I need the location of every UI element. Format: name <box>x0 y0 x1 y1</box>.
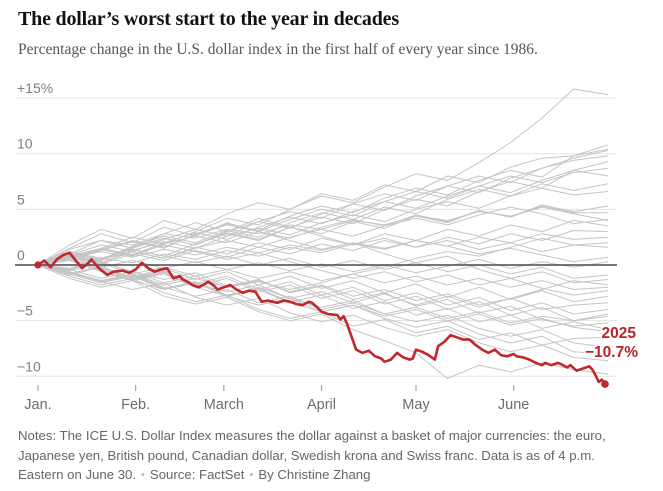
year-line-2005 <box>37 144 609 266</box>
x-axis-label: March <box>204 397 244 413</box>
source-credit: Source: FactSet <box>149 467 245 482</box>
year-line-2001 <box>37 167 609 266</box>
x-axis-label: Jan. <box>24 397 51 413</box>
year-line-1996 <box>37 230 609 266</box>
annotation-2025-year: 2025 <box>602 325 637 342</box>
year-line-2022 <box>37 88 609 266</box>
year-line-2020 <box>37 217 609 266</box>
chart-subtitle: Percentage change in the U.S. dollar ind… <box>18 41 538 58</box>
year-line-2018 <box>37 237 609 290</box>
year-line-2024 <box>37 206 609 266</box>
line-2025-end-dot <box>601 380 609 388</box>
byline: By Christine Zhang <box>258 467 371 482</box>
year-line-2000 <box>37 183 609 266</box>
notes-text: Notes: The ICE U.S. Dollar Index measure… <box>18 428 606 482</box>
bullet-separator-icon: • <box>249 469 254 481</box>
year-line-1987 <box>37 264 609 362</box>
y-axis-label: 5 <box>17 191 25 207</box>
y-axis-label: −10 <box>17 358 41 374</box>
annotation-2025-value: −10.7% <box>585 344 638 361</box>
line-2025-start-dot <box>34 261 42 269</box>
year-line-2015 <box>37 148 609 266</box>
line-2025 <box>36 251 607 386</box>
y-axis-label: 10 <box>17 136 33 152</box>
year-line-2019 <box>37 240 609 266</box>
year-line-1990 <box>37 258 609 303</box>
x-axis-label: Feb. <box>121 397 150 413</box>
x-axis-label: June <box>498 397 529 413</box>
year-line-2014 <box>37 258 609 274</box>
year-line-1999 <box>37 149 609 266</box>
y-axis-label: −5 <box>17 303 33 319</box>
year-line-2009 <box>37 222 609 284</box>
year-line-2021 <box>37 220 609 266</box>
year-line-2003 <box>37 264 609 331</box>
y-axis-label: +15% <box>17 80 53 96</box>
year-line-2023 <box>37 248 609 279</box>
y-axis-label: 0 <box>17 247 25 263</box>
x-axis-label: May <box>402 397 430 413</box>
chart-title: The dollar’s worst start to the year in … <box>18 8 399 30</box>
chart-notes: Notes: The ICE U.S. Dollar Index measure… <box>18 426 630 486</box>
x-axis-label: April <box>307 397 336 413</box>
dollar-index-line-chart: +15% 10 5 0 −5 −10 Jan. Feb. March April May June 20… <box>15 80 640 413</box>
bullet-separator-icon: • <box>141 469 145 481</box>
year-line-2013 <box>37 205 609 266</box>
